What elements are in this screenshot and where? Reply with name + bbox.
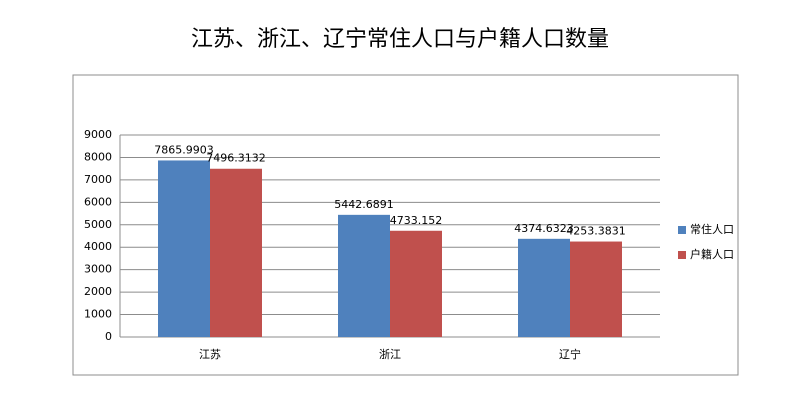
y-tick-label: 4000 [84,240,112,253]
x-tick-label: 浙江 [379,348,401,361]
chart-frame [72,74,739,376]
y-tick-label: 0 [105,330,112,343]
data-label: 4374.6323 [514,222,574,235]
legend-swatch [678,226,686,234]
chart-title: 江苏、浙江、辽宁常住人口与户籍人口数量 [191,27,609,52]
bar [158,160,210,337]
y-tick-label: 9000 [84,128,112,141]
bar [518,238,570,337]
y-tick-label: 5000 [84,218,112,231]
bar [390,230,442,337]
bar [338,214,390,337]
data-label: 4253.3831 [566,225,626,238]
x-tick-label: 辽宁 [559,347,581,361]
x-tick-label: 江苏 [199,348,221,361]
y-tick-label: 8000 [84,150,112,163]
legend-label: 户籍人口 [690,247,734,261]
bar [210,168,262,337]
legend-swatch [678,251,686,259]
data-label: 7496.3132 [206,152,266,165]
data-label: 7865.9903 [154,143,214,156]
data-label: 5442.6891 [334,198,394,211]
bar [570,241,622,337]
y-tick-label: 6000 [84,195,112,208]
y-tick-label: 1000 [84,308,112,321]
y-tick-label: 3000 [84,263,112,276]
data-label: 4733.152 [390,214,443,227]
y-tick-label: 2000 [84,285,112,298]
y-tick-label: 7000 [84,173,112,186]
legend-label: 常住人口 [690,222,734,236]
